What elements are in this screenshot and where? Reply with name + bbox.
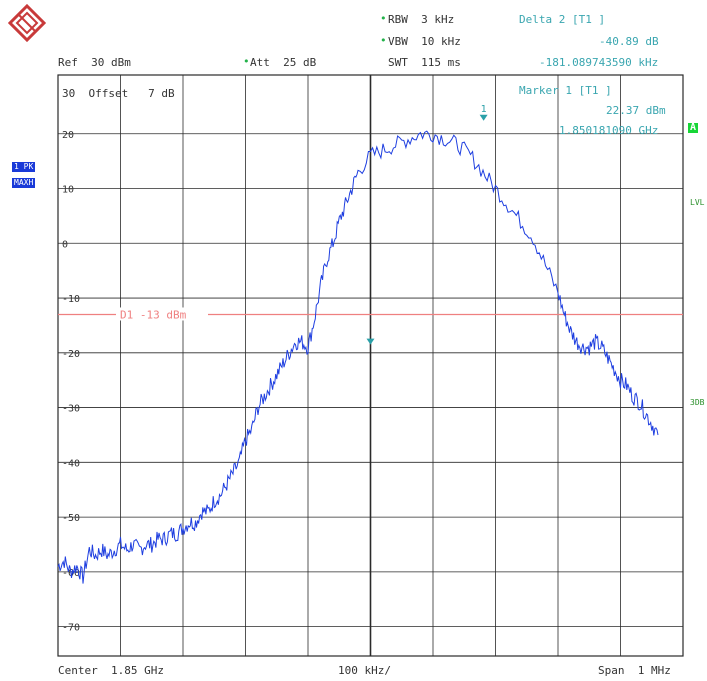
trace-line (57, 130, 659, 584)
logo-icon (8, 4, 46, 42)
tdf-badge: 3DB (690, 398, 705, 407)
marker-freq: 1.850181090 GHz (559, 124, 659, 137)
y-tick-label: 0 (62, 239, 68, 250)
trace-badge: 1 PK (12, 162, 36, 172)
rbw-readout: RBW 3 kHz (388, 13, 455, 26)
lvl-badge: LVL (690, 198, 705, 207)
y-tick-label: 20 (62, 130, 74, 141)
marker-title: Marker 1 [T1 ] (519, 84, 612, 97)
delta-freq: -181.089743590 kHz (539, 56, 659, 69)
att-dot-icon: • (243, 55, 250, 68)
y-tick-label: -70 (62, 623, 80, 634)
offset-readout: 30 Offset 7 dB (62, 87, 175, 100)
y-tick-label: -10 (62, 294, 80, 305)
division-label: 100 kHz/ (338, 664, 391, 677)
a-badge: A (688, 122, 699, 133)
y-tick-label: -50 (62, 513, 80, 524)
delta-level: -40.89 dB (599, 35, 659, 48)
marker-2-icon (366, 338, 375, 345)
ref-level: Ref 30 dBm (58, 56, 131, 69)
delta-title: Delta 2 [T1 ] (519, 13, 606, 26)
y-tick-label: -20 (62, 349, 80, 360)
vbw-readout: VBW 10 kHz (388, 35, 461, 48)
attenuation: Att 25 dB (250, 56, 317, 69)
span-label: Span 1 MHz (598, 664, 671, 677)
limit-label-bg (116, 307, 208, 321)
swt-readout: SWT 115 ms (388, 56, 461, 69)
rbw-dot-icon: • (380, 12, 387, 25)
marker-1-label: 1 (481, 104, 487, 115)
y-tick-label: -40 (62, 458, 80, 469)
center-frequency: Center 1.85 GHz (58, 664, 164, 677)
y-tick-label: -30 (62, 404, 80, 415)
y-tick-label: 10 (62, 185, 74, 196)
marker-1-icon (479, 114, 488, 121)
limit-line-label: D1 -13 dBm (120, 308, 187, 321)
marker-level: 22.37 dBm (606, 104, 666, 117)
mode-badge: MAXH (12, 178, 36, 188)
vbw-dot-icon: • (380, 34, 387, 47)
